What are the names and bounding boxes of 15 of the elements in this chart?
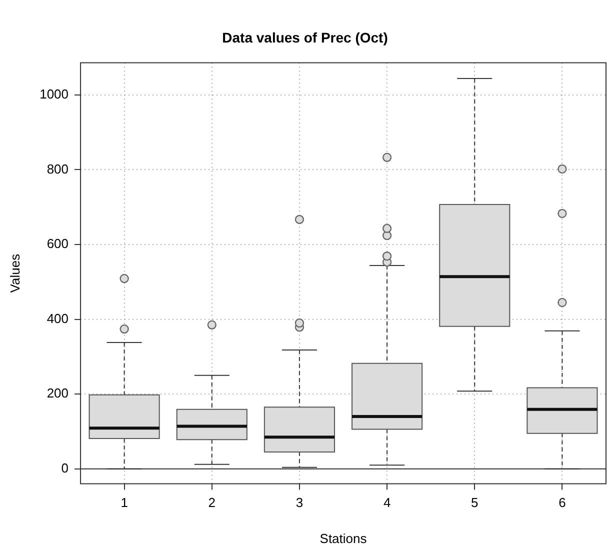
y-tick-label: 200 [46,386,69,401]
x-tick-label: 5 [471,495,478,510]
y-tick-label: 1000 [40,86,69,102]
y-tick-label: 600 [46,236,69,252]
x-tick-label: 6 [558,495,566,510]
y-axis-title: Values [7,253,22,293]
x-tick-label: 3 [296,495,304,510]
x-tick-label: 1 [120,495,128,510]
x-tick-label: 2 [208,495,216,510]
x-tick-label: 4 [383,495,391,510]
x-axis-title: Stations [320,530,368,546]
chart-title: Data values of Prec (Oct) [222,29,388,46]
y-tick-label: 400 [46,310,69,326]
y-tick-label: 0 [61,460,69,476]
y-tick-label: 800 [46,161,69,176]
